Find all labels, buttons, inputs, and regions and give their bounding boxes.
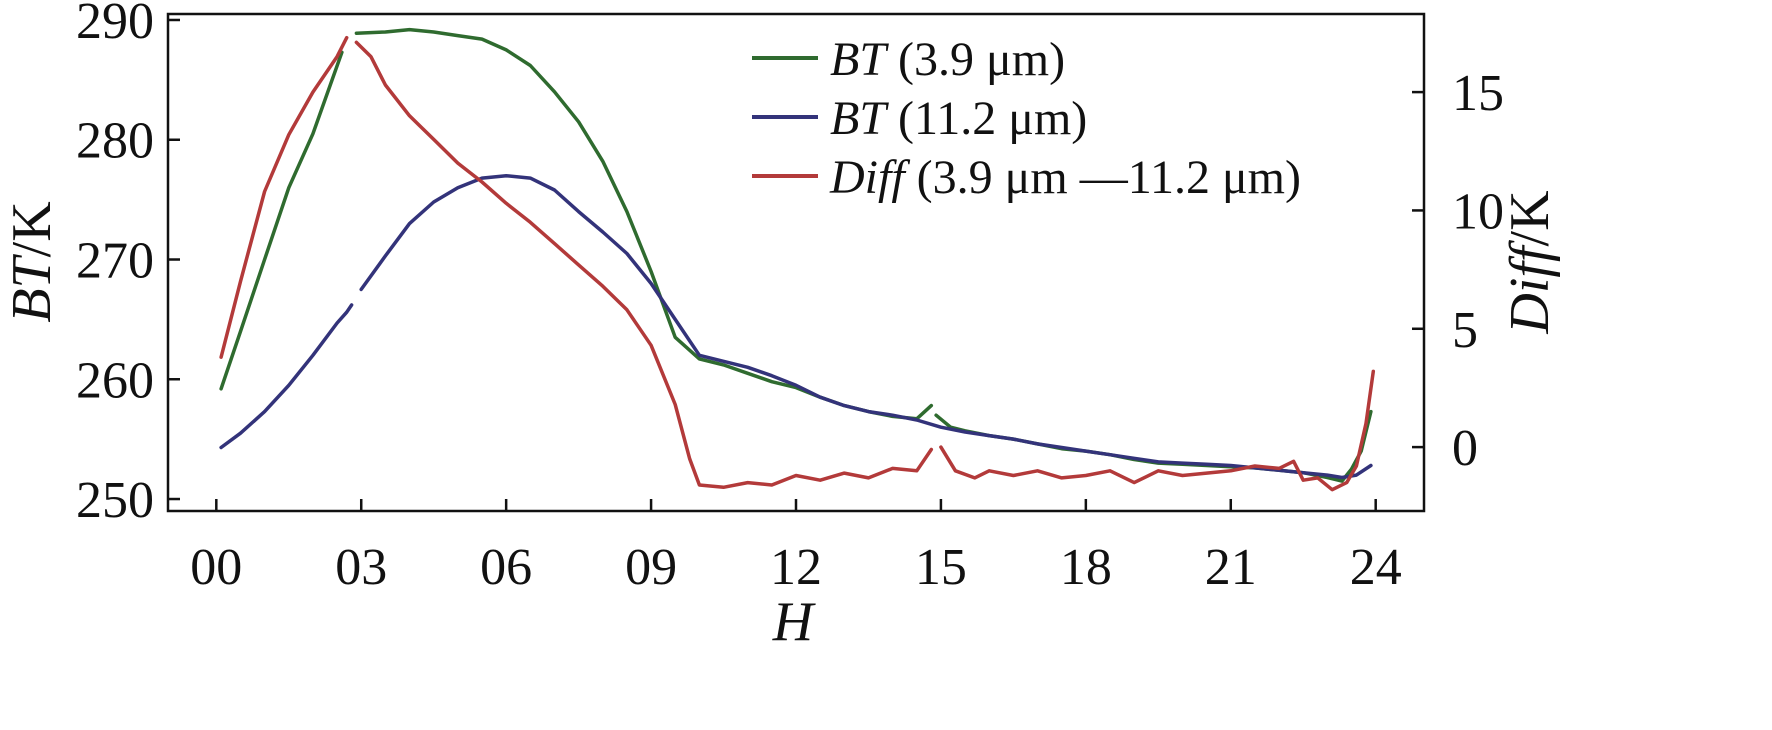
legend-label-bt-11-2: BT (11.2 μm): [830, 92, 1087, 145]
x-axis-ticks: 00 03 06 09 12 15 18 21 24: [190, 499, 1402, 596]
series-lines: [219, 27, 1376, 492]
right-y-tick-label: 0: [1452, 420, 1478, 477]
x-tick-label: 09: [625, 539, 677, 596]
series-1-line-segment-1: [359, 173, 1373, 480]
right-y-tick-label: 5: [1452, 302, 1478, 359]
left-y-tick-label: 290: [76, 0, 154, 50]
right-y-tick-label: 15: [1452, 65, 1504, 122]
series-0-line-segment-1: [354, 27, 934, 421]
x-axis-title: H: [772, 591, 816, 653]
legend-entry-diff: Diff (3.9 μm —11.2 μm): [752, 151, 1301, 204]
left-y-tick-label: 280: [76, 113, 154, 170]
left-y-axis-title-prefix: BT: [1, 253, 63, 322]
series-0-line-segment-2: [934, 409, 1373, 483]
x-tick-label: 18: [1060, 539, 1112, 596]
left-y-axis-title-suffix: /K: [1, 201, 63, 257]
series-2-line-segment-1: [354, 40, 934, 490]
x-tick-label: 24: [1350, 539, 1402, 596]
right-y-axis-ticks: 0 5 10 15: [1412, 65, 1504, 477]
series-2-line-segment-2: [939, 369, 1376, 492]
x-tick-label: 03: [335, 539, 387, 596]
series-0-line-segment-0: [219, 50, 344, 391]
left-y-tick-label: 260: [76, 352, 154, 409]
x-tick-label: 12: [770, 539, 822, 596]
x-tick-label: 21: [1205, 539, 1257, 596]
legend-label-diff: Diff (3.9 μm —11.2 μm): [829, 151, 1301, 204]
x-tick-label: 15: [915, 539, 967, 596]
x-tick-label: 06: [480, 539, 532, 596]
right-y-tick-label: 10: [1452, 183, 1504, 240]
x-tick-label: 00: [190, 539, 242, 596]
right-y-axis-title-prefix: Diff: [1499, 239, 1561, 335]
legend-label-bt-3-9: BT (3.9 μm): [830, 33, 1065, 86]
left-y-tick-label: 250: [76, 472, 154, 529]
series-2-line-segment-0: [219, 35, 349, 359]
right-y-axis-title: Diff/K: [1499, 190, 1561, 334]
plot-frame: [166, 12, 1426, 513]
legend: BT (3.9 μm) BT (11.2 μm) Diff (3.9 μm —1…: [752, 33, 1301, 204]
left-y-tick-label: 270: [76, 233, 154, 290]
series-1-line-segment-0: [219, 303, 354, 450]
legend-entry-bt-3-9: BT (3.9 μm): [752, 33, 1065, 86]
right-y-axis-title-suffix: /K: [1499, 190, 1561, 246]
legend-entry-bt-11-2: BT (11.2 μm): [752, 92, 1087, 145]
left-y-axis-title: BT/K: [1, 201, 63, 322]
left-y-axis-ticks: 250 260 270 280 290: [76, 0, 180, 529]
